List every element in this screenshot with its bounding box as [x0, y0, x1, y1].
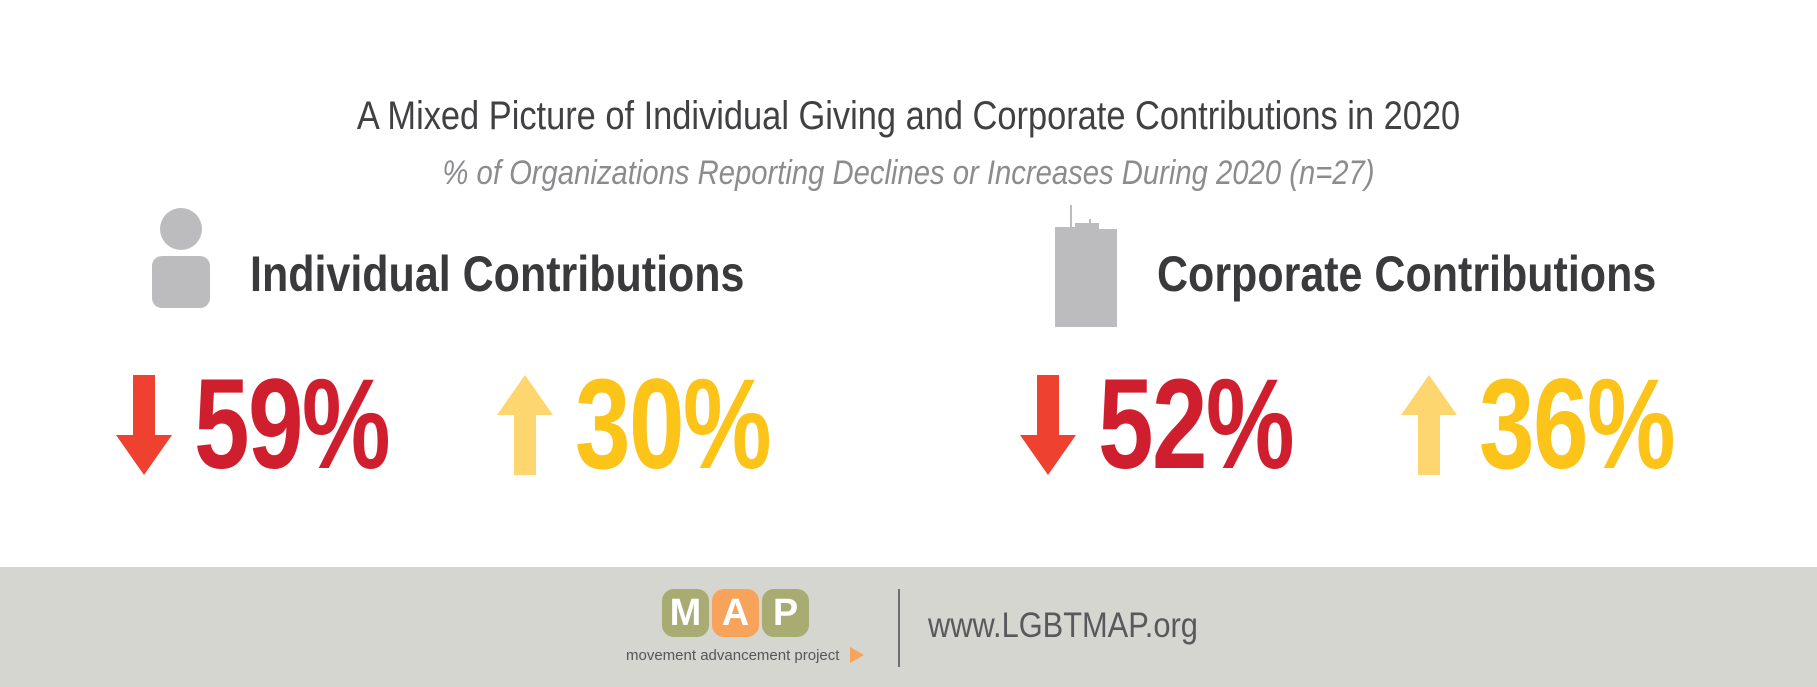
down-arrow-icon	[1020, 375, 1076, 475]
corporate-increase-value: 36%	[1479, 361, 1674, 489]
person-icon	[150, 208, 212, 308]
up-arrow-icon	[497, 375, 553, 475]
logo-letter-m: M	[662, 589, 709, 637]
footer: M A P movement advancement project www.L…	[0, 567, 1817, 687]
section-heading: Corporate Contributions	[1157, 245, 1656, 303]
individual-contributions-section: Individual Contributions 59% 30%	[0, 205, 908, 505]
individual-increase-value: 30%	[575, 361, 770, 489]
up-arrow-icon	[1401, 375, 1457, 475]
down-arrow-icon	[116, 375, 172, 475]
logo-letter-a: A	[712, 589, 759, 637]
page-subtitle: % of Organizations Reporting Declines or…	[127, 154, 1690, 193]
website-link[interactable]: www.LGBTMAP.org	[928, 606, 1198, 646]
logo-letter-p: P	[762, 589, 809, 637]
individual-decline-value: 59%	[194, 361, 389, 489]
section-heading: Individual Contributions	[250, 245, 744, 303]
map-logo: M A P movement advancement project	[622, 589, 872, 669]
page-title: A Mixed Picture of Individual Giving and…	[127, 94, 1690, 139]
corporate-contributions-section: Corporate Contributions 52% 36%	[908, 205, 1816, 505]
building-icon	[1055, 205, 1117, 327]
footer-divider	[898, 589, 900, 667]
logo-tagline: movement advancement project	[626, 647, 839, 664]
corporate-decline-value: 52%	[1098, 361, 1293, 489]
play-triangle-icon	[850, 647, 864, 663]
